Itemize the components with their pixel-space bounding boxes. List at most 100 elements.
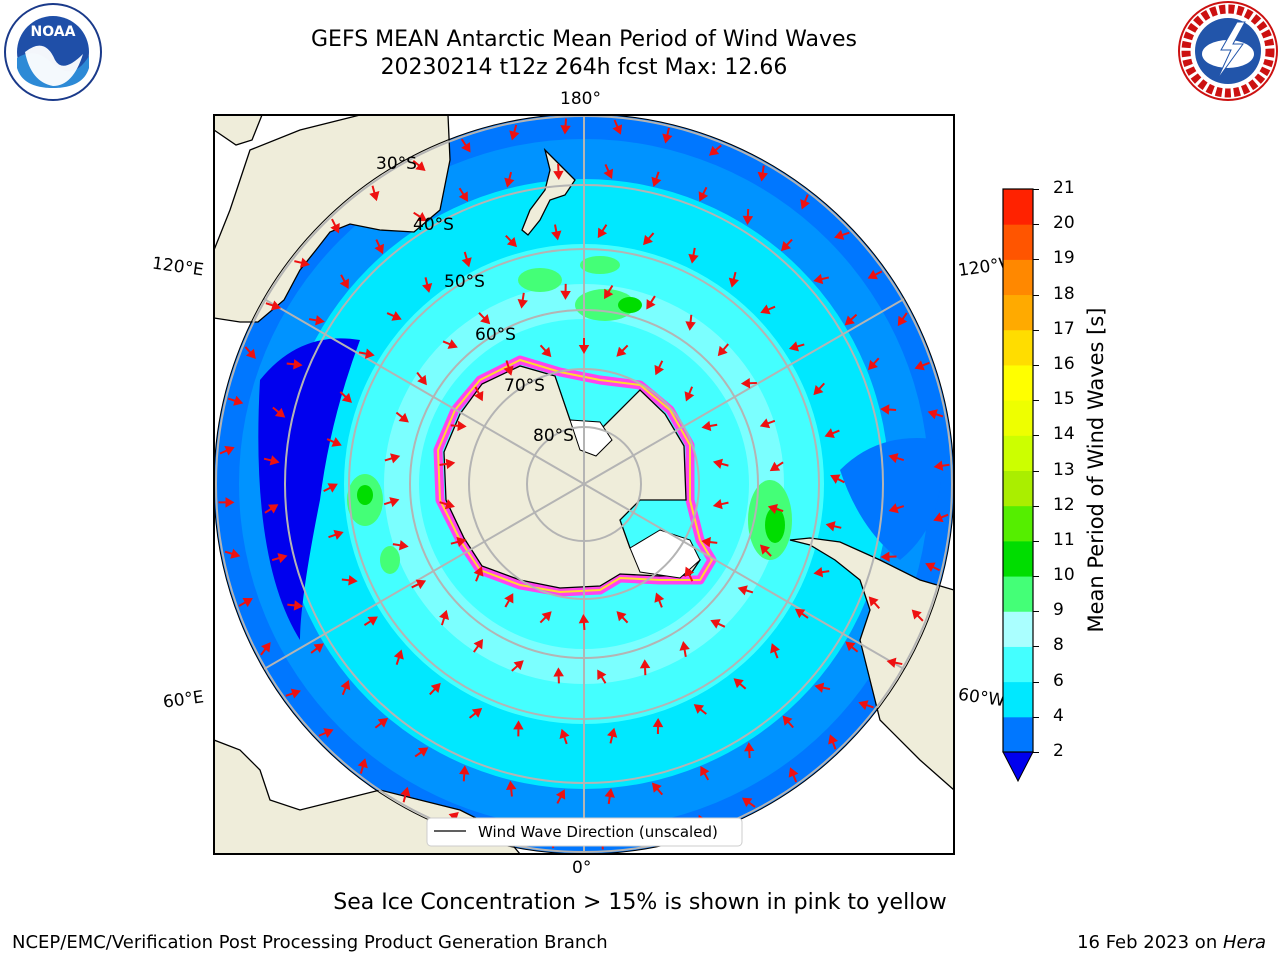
- colorbar-tick-mark: [1033, 716, 1039, 718]
- wave-direction-arrow: [505, 780, 517, 797]
- wave-direction-arrow: [439, 458, 456, 470]
- wave-direction-arrow: [767, 503, 784, 515]
- wave-direction-arrow: [504, 171, 515, 188]
- colorbar-tick-mark: [1033, 294, 1039, 296]
- wave-direction-arrow: [395, 411, 409, 423]
- wave-direction-arrow: [760, 304, 776, 315]
- wave-direction-arrow: [323, 483, 338, 493]
- colorbar-tick-mark: [1033, 611, 1039, 613]
- wave-direction-arrow: [386, 311, 402, 321]
- colorbar-block: [1003, 716, 1033, 753]
- wave-direction-arrow: [539, 611, 552, 624]
- wave-direction-arrow: [400, 786, 411, 803]
- wave-direction-arrow: [733, 678, 747, 690]
- wave-direction-arrow: [652, 718, 664, 735]
- wave-direction-arrow: [392, 540, 409, 551]
- wave-direction-arrow: [559, 728, 570, 745]
- nws-logo-icon: [1178, 1, 1278, 101]
- lat-label-30s: 30°S: [376, 154, 417, 174]
- wave-direction-arrow: [701, 420, 718, 432]
- wave-direction-arrow: [450, 420, 467, 432]
- wave-direction-arrow: [326, 437, 342, 447]
- colorbar-tick-label: 6: [1053, 670, 1064, 691]
- wave-direction-arrow: [271, 553, 288, 564]
- wave-direction-arrow: [914, 360, 930, 371]
- wave-direction-arrow: [788, 341, 805, 352]
- wave-direction-arrow: [339, 391, 352, 403]
- lon-label-120e: 120°E: [150, 253, 205, 281]
- chart-subtitle: 20230214 t12z 264h fcst Max: 12.66: [380, 55, 788, 80]
- lat-label-50s: 50°S: [444, 272, 485, 292]
- wave-direction-arrow: [654, 360, 665, 376]
- wave-direction-arrow: [933, 512, 949, 523]
- wave-direction-arrow: [880, 551, 897, 562]
- noaa-logo-text: NOAA: [31, 24, 76, 40]
- colorbar-tick-mark: [1033, 364, 1039, 366]
- wave-direction-arrow: [794, 608, 809, 619]
- wave-direction-arrow: [782, 715, 794, 729]
- wave-direction-arrow: [505, 235, 517, 248]
- wave-direction-arrow: [369, 185, 380, 202]
- wave-direction-arrow: [800, 194, 810, 210]
- wave-direction-arrow: [643, 232, 655, 246]
- colorbar-tick-mark: [1033, 470, 1039, 472]
- wave-direction-arrow: [813, 273, 830, 285]
- wave-direction-arrow: [308, 315, 325, 326]
- colorbar-block: [1003, 189, 1033, 225]
- wave-direction-arrow: [341, 575, 358, 586]
- wave-direction-arrow: [468, 708, 483, 719]
- lat-label-40s: 40°S: [413, 215, 454, 235]
- colorbar-tick-label: 9: [1053, 600, 1064, 621]
- lon-label-60w: 60°W: [956, 684, 1007, 712]
- wave-direction-arrow: [503, 360, 514, 376]
- wave-direction-arrow: [740, 378, 757, 389]
- colorbar-tick-mark: [1033, 329, 1039, 331]
- colorbar-tick-label: 16: [1053, 353, 1075, 374]
- wave-direction-arrow: [560, 118, 571, 135]
- wave-direction-arrow: [728, 271, 739, 288]
- wave-direction-arrow: [555, 789, 566, 804]
- colorbar-tick-mark: [1033, 646, 1039, 648]
- wave-direction-arrow: [825, 521, 842, 532]
- wave-direction-arrow: [318, 728, 334, 738]
- wave-direction-arrow: [834, 229, 850, 240]
- colorbar-tick-mark: [1033, 435, 1039, 437]
- colorbar-block: [1003, 400, 1033, 436]
- wave-direction-arrow: [412, 160, 426, 171]
- polar-map: 30°S 40°S 50°S 60°S 70°S 80°S Wind Wave …: [213, 114, 955, 855]
- wave-direction-arrow: [679, 641, 690, 657]
- colorbar-tick-mark: [1033, 400, 1039, 402]
- wave-direction-arrow: [224, 548, 241, 559]
- wave-direction-arrow: [604, 788, 615, 805]
- footer-machine: Hera: [1222, 932, 1266, 953]
- wave-direction-arrow: [416, 371, 427, 386]
- wave-direction-arrow: [597, 224, 608, 239]
- wave-direction-arrow: [710, 619, 726, 629]
- wave-direction-arrow: [461, 251, 472, 268]
- wave-direction-arrow: [473, 639, 484, 653]
- wave-direction-arrow: [473, 386, 484, 402]
- wave-direction-arrow: [597, 669, 607, 684]
- colorbar-tick-label: 12: [1053, 494, 1075, 515]
- wave-direction-arrow: [384, 453, 401, 464]
- footer-date-text: 16 Feb 2023 on: [1077, 932, 1223, 953]
- wave-direction-arrow: [422, 277, 433, 293]
- wave-direction-arrow: [553, 667, 564, 684]
- wave-direction-arrow: [374, 718, 389, 729]
- colorbar-tick-label: 2: [1053, 741, 1064, 761]
- wave-direction-arrow: [867, 357, 880, 371]
- wave-direction-arrow: [814, 682, 831, 693]
- wave-direction-arrow: [933, 460, 950, 471]
- wave-direction-arrow: [238, 597, 253, 608]
- lon-label-180: 180°: [560, 89, 601, 109]
- colorbar: [1002, 188, 1034, 783]
- wave-direction-arrow: [858, 700, 874, 711]
- colorbar-block: [1003, 540, 1033, 577]
- wave-direction-arrow: [604, 284, 614, 300]
- wave-direction-arrow: [742, 208, 754, 225]
- wave-direction-arrow: [830, 474, 845, 484]
- wave-direction-arrow: [478, 312, 491, 325]
- wind-wave-direction-arrows: [218, 118, 950, 850]
- wave-direction-arrow: [287, 600, 304, 611]
- wave-direction-arrow: [227, 395, 244, 406]
